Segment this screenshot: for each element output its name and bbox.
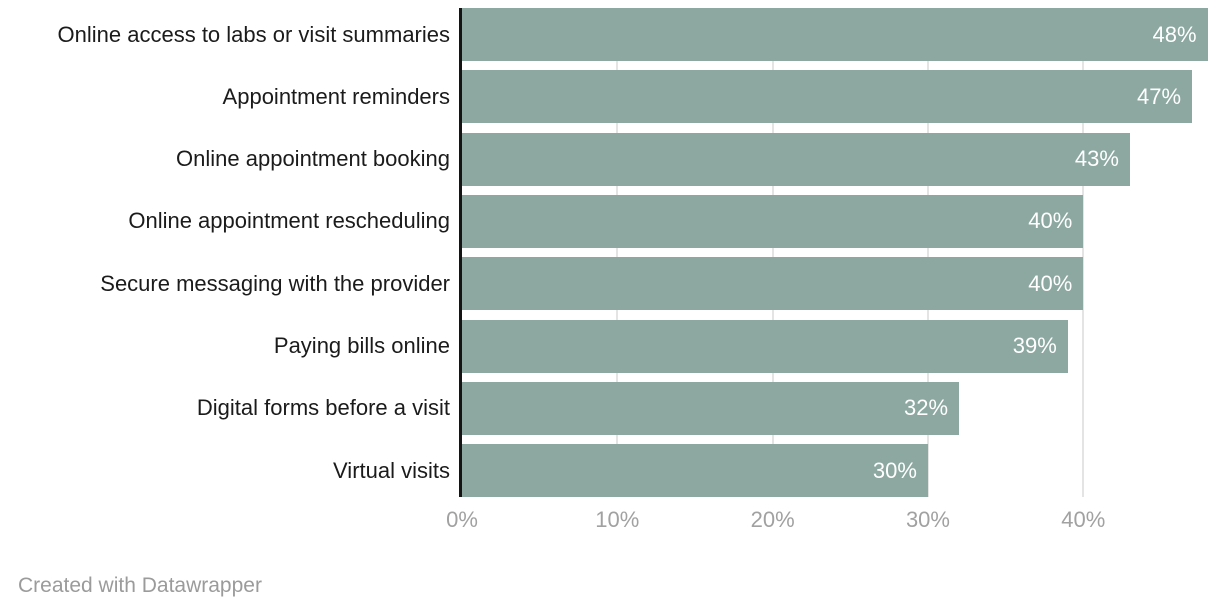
bar-value-label: 30% <box>872 457 917 483</box>
bar-value-label: 43% <box>1074 146 1119 172</box>
bar-value-label: 32% <box>904 395 949 421</box>
bar-value-label: 48% <box>1152 21 1197 47</box>
bar-value-label: 39% <box>1012 333 1057 358</box>
bar: 48% <box>462 8 1208 61</box>
gridline-30 <box>926 8 929 497</box>
category-label: Online access to labs or visit summaries <box>57 21 450 47</box>
bar: 30% <box>462 444 928 498</box>
bar: 32% <box>462 381 960 435</box>
bar: 47% <box>462 70 1193 124</box>
y-axis-line <box>459 8 462 497</box>
bar-value-label: 40% <box>1028 270 1073 296</box>
gridline-20 <box>771 8 774 497</box>
category-label: Appointment reminders <box>222 83 450 109</box>
category-label: Secure messaging with the provider <box>100 270 450 296</box>
bar: 40% <box>462 194 1084 248</box>
x-tick-label-40: 40% <box>1061 507 1106 532</box>
bar-value-label: 40% <box>1028 208 1073 234</box>
bar: 40% <box>462 257 1084 311</box>
category-label: Online appointment rescheduling <box>128 208 450 234</box>
bar: 43% <box>462 132 1130 186</box>
bar: 39% <box>462 319 1068 373</box>
datawrapper-credit: Created with Datawrapper <box>18 574 262 597</box>
x-tick-label-10: 10% <box>595 507 640 532</box>
x-tick-label-20: 20% <box>750 507 795 532</box>
gridline-10 <box>616 8 619 497</box>
x-tick-label-0: 0% <box>446 507 478 532</box>
category-label: Digital forms before a visit <box>196 395 450 421</box>
gridline-40 <box>1082 8 1085 497</box>
category-label: Online appointment booking <box>176 146 450 172</box>
bar-value-label: 47% <box>1136 83 1182 109</box>
category-label: Paying bills online <box>273 333 450 358</box>
x-tick-label-30: 30% <box>905 507 950 532</box>
category-label: Virtual visits <box>333 457 450 483</box>
